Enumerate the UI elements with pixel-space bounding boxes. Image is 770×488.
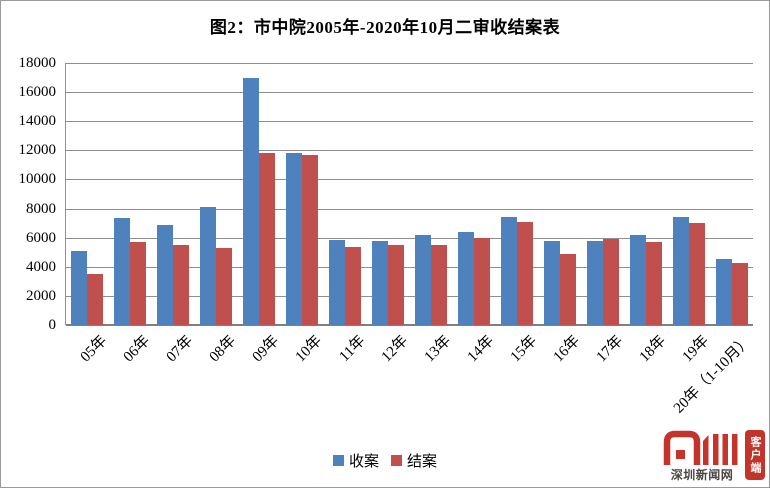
bar-收案-20年（1-10月） <box>715 258 732 325</box>
bar-结案-11年 <box>345 247 362 325</box>
bar-结案-08年 <box>216 247 233 325</box>
x-tick-label: 07年 <box>163 332 197 366</box>
chart-title: 图2：市中院2005年-2020年10月二审收结案表 <box>209 18 561 37</box>
y-tick-label: 12000 <box>18 142 57 159</box>
bar-收案-18年 <box>629 235 646 325</box>
gridline <box>66 121 753 123</box>
bar-结案-20年（1-10月） <box>731 263 748 325</box>
jianzhen-logo-icon <box>663 430 738 465</box>
x-tick-label: 16年 <box>550 332 583 366</box>
watermark-logo: 客户端 深圳新闻网 <box>663 430 765 484</box>
bar-结案-19年 <box>688 223 705 325</box>
y-tick-label: 10000 <box>18 171 57 188</box>
bar-收案-16年 <box>543 241 560 325</box>
chart-legend: 收案 结案 <box>1 450 769 471</box>
bar-结案-06年 <box>130 242 147 325</box>
legend-item-shouan: 收案 <box>332 450 379 471</box>
bar-收案-10年 <box>286 152 303 325</box>
gridline <box>66 266 753 268</box>
x-tick-label: 19年 <box>679 332 712 366</box>
bar-结案-18年 <box>645 242 662 325</box>
legend-label-shouan: 收案 <box>348 454 379 470</box>
y-tick-label: 0 <box>48 317 57 333</box>
legend-swatch-shouan <box>332 455 344 466</box>
y-tick-label: 14000 <box>18 113 57 130</box>
legend-label-jiean: 结案 <box>407 454 438 470</box>
x-tick-label: 18年 <box>636 332 669 366</box>
gridline <box>66 63 753 64</box>
x-axis-line <box>66 324 753 326</box>
bar-收案-07年 <box>157 224 174 325</box>
y-axis-line <box>65 63 66 325</box>
bar-收案-19年 <box>672 216 689 325</box>
bar-收案-14年 <box>457 231 474 325</box>
client-badge: 客户端 <box>745 430 765 480</box>
y-tick-label: 16000 <box>18 84 57 101</box>
gridline <box>66 295 753 297</box>
bar-结案-14年 <box>473 238 490 325</box>
bar-收案-08年 <box>200 207 217 325</box>
x-tick-label: 13年 <box>421 332 455 366</box>
bar-收案-15年 <box>500 217 517 325</box>
x-tick-label: 10年 <box>292 332 326 366</box>
x-tick-label: 05年 <box>78 332 111 366</box>
x-tick-label: 12年 <box>378 332 412 366</box>
bar-结案-05年 <box>87 274 104 325</box>
y-tick-label: 6000 <box>26 229 56 246</box>
bar-收案-17年 <box>586 241 603 325</box>
y-tick-label: 2000 <box>26 287 56 304</box>
bar-结案-07年 <box>173 244 190 325</box>
gridline <box>66 92 753 94</box>
legend-swatch-jiean <box>391 455 402 466</box>
bar-结案-16年 <box>559 254 576 325</box>
bar-收案-06年 <box>114 218 131 325</box>
bar-结案-09年 <box>259 153 276 325</box>
bar-收案-09年 <box>243 77 260 325</box>
x-tick-label: 09年 <box>249 332 283 366</box>
gridline <box>66 179 753 181</box>
y-tick-label: 4000 <box>26 258 56 275</box>
gridline <box>66 208 753 210</box>
x-tick-label: 06年 <box>121 332 154 366</box>
gridline <box>66 237 753 239</box>
x-tick-label: 15年 <box>507 332 540 366</box>
bar-收案-13年 <box>414 235 431 325</box>
bar-收案-12年 <box>372 241 389 325</box>
bar-结案-10年 <box>302 154 319 325</box>
x-tick-label: 08年 <box>206 332 240 366</box>
site-name: 深圳新闻网 <box>670 468 734 482</box>
x-tick-label: 17年 <box>593 332 626 366</box>
legend-item-jiean: 结案 <box>391 450 437 471</box>
bar-结案-13年 <box>430 244 447 325</box>
bar-结案-15年 <box>516 222 533 325</box>
plot-area <box>65 63 753 326</box>
bar-结案-17年 <box>602 239 619 325</box>
x-tick-label: 14年 <box>464 332 498 366</box>
bar-结案-12年 <box>388 244 405 325</box>
gridline <box>66 150 753 152</box>
bar-收案-11年 <box>329 239 346 325</box>
x-tick-label: 11年 <box>336 332 369 365</box>
y-tick-label: 18000 <box>18 55 57 71</box>
y-tick-label: 8000 <box>26 200 56 217</box>
bar-收案-05年 <box>71 250 88 325</box>
